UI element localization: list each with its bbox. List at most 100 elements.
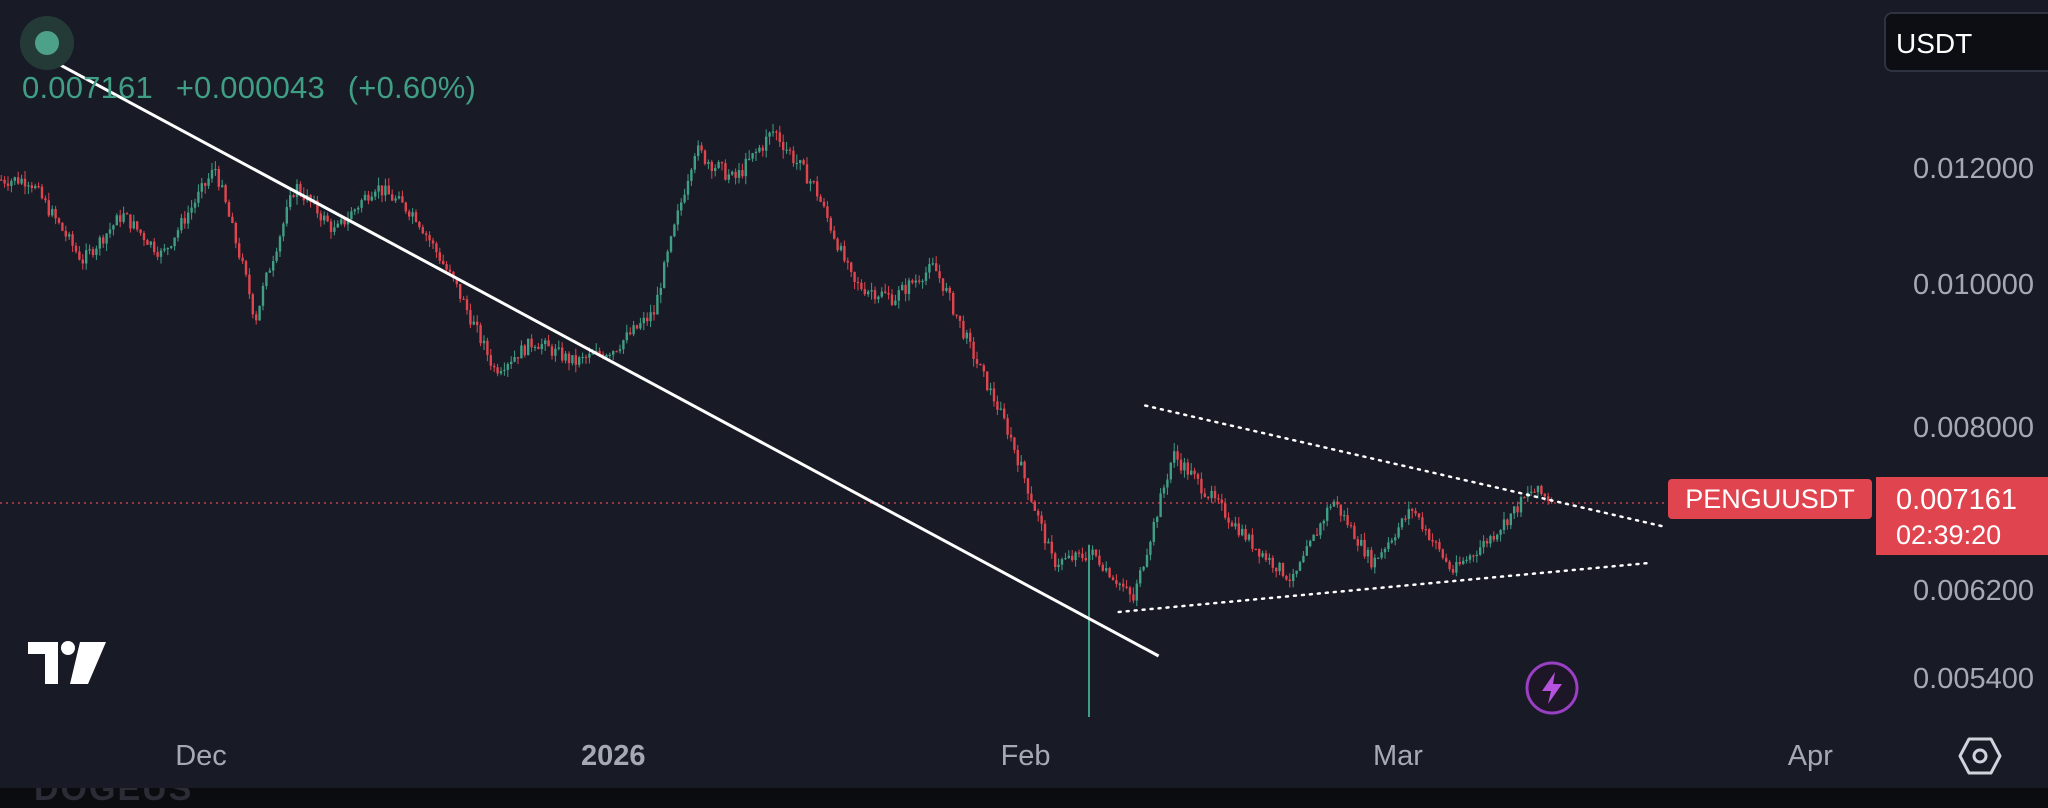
candle-body <box>0 179 3 181</box>
candle <box>57 217 61 225</box>
candle <box>193 198 197 214</box>
candle <box>268 267 271 273</box>
candle-body <box>1224 503 1227 518</box>
candle-body <box>935 263 938 272</box>
candle <box>652 305 656 321</box>
candle <box>1159 488 1162 518</box>
candle-body <box>1050 541 1053 554</box>
settings-icon[interactable] <box>1958 736 2002 776</box>
candle-body <box>1502 519 1506 530</box>
candle-body <box>27 185 30 187</box>
candle-body <box>6 183 10 186</box>
candle-body <box>387 185 390 195</box>
candle <box>1295 570 1298 578</box>
price-change-percent: (+0.60%) <box>347 70 477 105</box>
candle <box>231 212 234 224</box>
candle <box>686 174 690 201</box>
candle-body <box>979 363 982 366</box>
candle <box>1278 561 1281 576</box>
currency-select[interactable]: USDT ▾ <box>1884 12 2048 72</box>
candle-body <box>833 230 836 239</box>
candle <box>1237 517 1240 538</box>
candle <box>255 311 258 325</box>
candle <box>520 340 523 359</box>
candle-body <box>775 131 778 133</box>
triangle-boundary-line[interactable] <box>1117 561 1652 614</box>
candle <box>945 282 948 293</box>
candle-body <box>788 149 792 151</box>
candle-body <box>20 178 23 184</box>
candle <box>129 214 132 233</box>
candle-body <box>1251 534 1254 549</box>
candle-body <box>13 177 16 181</box>
triangle-boundary-line[interactable] <box>1144 404 1666 528</box>
candle <box>6 176 10 191</box>
candle-body <box>1417 513 1421 518</box>
candle-body <box>850 262 853 272</box>
candle-body <box>493 365 496 368</box>
candle <box>676 204 679 231</box>
candle-body <box>843 245 846 261</box>
candle-body <box>377 185 380 192</box>
candle-body <box>431 240 435 244</box>
candle-body <box>346 219 350 225</box>
candle <box>1013 436 1016 454</box>
candle-body <box>166 247 169 250</box>
candle-body <box>17 177 20 184</box>
candle-body <box>44 198 47 201</box>
candle <box>357 205 360 214</box>
candle-body <box>265 272 268 287</box>
candle <box>1319 522 1322 539</box>
tradingview-logo-icon[interactable] <box>28 640 108 686</box>
candle <box>1390 537 1393 544</box>
candle-body <box>1394 537 1397 541</box>
candle <box>102 234 105 248</box>
candle-body <box>1033 501 1036 511</box>
candle-body <box>197 191 200 203</box>
candle-body <box>10 180 13 186</box>
candle-body <box>163 248 166 251</box>
candle <box>795 154 798 170</box>
candle-body <box>907 280 911 294</box>
candle-body <box>268 270 271 273</box>
candle <box>394 195 397 203</box>
candle-body <box>690 169 693 181</box>
lightning-icon[interactable] <box>1524 660 1580 716</box>
candle <box>1336 496 1339 508</box>
candle-body <box>904 284 907 294</box>
candle-body <box>156 252 159 257</box>
candle <box>727 169 730 184</box>
candle <box>890 289 894 307</box>
candle-body <box>1009 434 1013 438</box>
candle <box>683 188 686 204</box>
candle-body <box>251 294 254 315</box>
candle <box>1332 499 1336 507</box>
candle <box>34 183 37 190</box>
candle-body <box>941 278 945 291</box>
candle-body <box>1387 542 1390 549</box>
candle <box>537 342 540 350</box>
candle-body <box>527 338 530 356</box>
downtrend-line[interactable] <box>40 53 1160 658</box>
candle <box>734 168 737 185</box>
x-axis-tick-label: Apr <box>1788 740 1833 772</box>
candle <box>1261 550 1264 559</box>
candle <box>1207 495 1210 501</box>
drawings-layer[interactable] <box>40 53 1666 658</box>
candle-body <box>714 167 717 171</box>
candle <box>1496 533 1499 542</box>
candle-body <box>187 212 190 224</box>
candle-body <box>1513 506 1516 514</box>
x-axis[interactable]: Dec 2026 Feb Mar Apr <box>175 740 1833 772</box>
candle-body <box>1543 494 1546 497</box>
candle-body <box>95 248 98 256</box>
candle <box>343 218 346 228</box>
candle-body <box>894 300 897 305</box>
candle <box>119 209 122 228</box>
y-axis[interactable]: 0.012000 0.010000 0.008000 0.006200 0.005400 <box>1913 153 2034 695</box>
candle-body <box>1108 568 1111 578</box>
candle <box>1411 507 1414 519</box>
candle <box>1394 533 1397 546</box>
candle <box>1101 562 1104 572</box>
